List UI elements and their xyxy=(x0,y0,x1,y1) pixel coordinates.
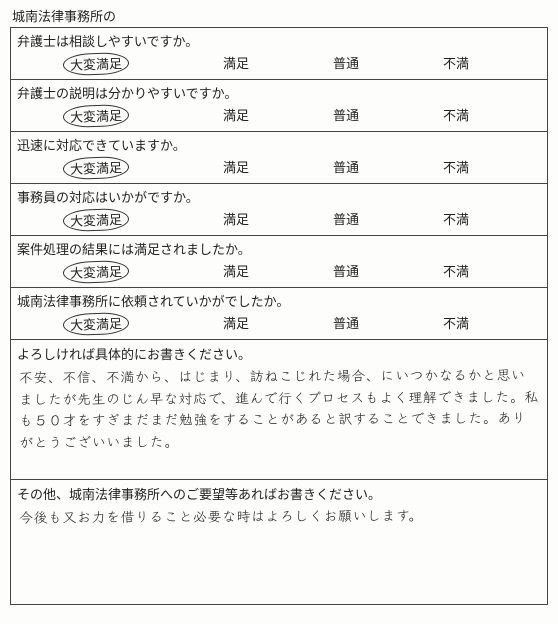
selected-circle: 大変満足 xyxy=(63,156,130,180)
option-cell[interactable]: 大変満足 xyxy=(11,53,181,75)
option-cell[interactable]: 大変満足 xyxy=(11,313,181,335)
freeform-prompt-1: よろしければ具体的にお書きください。 xyxy=(17,344,541,363)
selected-circle: 大変満足 xyxy=(63,52,130,76)
question-text: 案件処理の結果には満足されましたか。 xyxy=(11,236,547,259)
selected-circle: 大変満足 xyxy=(63,260,130,284)
freeform-box-2: その他、城南法律事務所へのご要望等あればお書きください。 今後も又お力を借りるこ… xyxy=(11,480,547,605)
options-row: 大変満足 満足普通不満 xyxy=(11,103,547,131)
options-row: 大変満足 満足普通不満 xyxy=(11,155,547,183)
selected-circle: 大変満足 xyxy=(63,208,130,232)
question-row: 案件処理の結果には満足されましたか。大変満足 満足普通不満 xyxy=(11,236,547,288)
option-cell[interactable]: 満足 xyxy=(181,157,291,179)
option-cell[interactable]: 満足 xyxy=(181,105,291,127)
option-cell[interactable]: 普通 xyxy=(291,53,401,75)
option-cell[interactable]: 普通 xyxy=(291,313,401,335)
option-cell[interactable]: 満足 xyxy=(181,53,291,75)
option-cell[interactable]: 不満 xyxy=(401,313,511,335)
question-row: 事務員の対応はいかがですか。大変満足 満足普通不満 xyxy=(11,184,547,236)
question-row: 城南法律事務所に依頼されていかがでしたか。大変満足 満足普通不満 xyxy=(11,288,547,340)
option-cell[interactable]: 不満 xyxy=(401,105,511,127)
options-row: 大変満足 満足普通不満 xyxy=(11,259,547,287)
option-cell[interactable]: 普通 xyxy=(291,105,401,127)
question-row: 弁護士の説明は分かりやすいですか。大変満足 満足普通不満 xyxy=(11,80,547,132)
option-cell[interactable]: 不満 xyxy=(401,157,511,179)
question-text: 城南法律事務所に依頼されていかがでしたか。 xyxy=(11,288,547,311)
option-cell[interactable]: 普通 xyxy=(291,209,401,231)
question-text: 弁護士は相談しやすいですか。 xyxy=(11,28,547,51)
freeform-response-2: 今後も又お力を借りること必要な時はよろしくお願いします。 xyxy=(17,505,541,529)
option-cell[interactable]: 普通 xyxy=(291,157,401,179)
option-cell[interactable]: 不満 xyxy=(401,261,511,283)
option-cell[interactable]: 大変満足 xyxy=(11,105,181,127)
survey-table: 弁護士は相談しやすいですか。大変満足満足普通不満弁護士の説明は分かりやすいですか… xyxy=(10,27,548,605)
header-text: 城南法律事務所の xyxy=(10,6,548,25)
options-row: 大変満足 満足普通不満 xyxy=(11,311,547,339)
option-cell[interactable]: 普通 xyxy=(291,261,401,283)
option-cell[interactable]: 大変満足 xyxy=(11,261,181,283)
option-cell[interactable]: 大変満足 xyxy=(11,157,181,179)
selected-circle: 大変満足 xyxy=(63,312,130,336)
options-row: 大変満足 満足普通不満 xyxy=(11,51,547,79)
freeform-box-1: よろしければ具体的にお書きください。 不安、不信、不満から、はじまり、訪ねこじれ… xyxy=(11,340,547,480)
question-row: 迅速に対応できていますか。大変満足 満足普通不満 xyxy=(11,132,547,184)
option-cell[interactable]: 不満 xyxy=(401,53,511,75)
question-text: 弁護士の説明は分かりやすいですか。 xyxy=(11,80,547,103)
freeform-response-1: 不安、不信、不満から、はじまり、訪ねこじれた場合、にいつかなるかと思いましたが先… xyxy=(17,365,541,454)
question-row: 弁護士は相談しやすいですか。大変満足 満足普通不満 xyxy=(11,28,547,80)
freeform-prompt-2: その他、城南法律事務所へのご要望等あればお書きください。 xyxy=(17,484,541,503)
options-row: 大変満足 満足普通不満 xyxy=(11,207,547,235)
option-cell[interactable]: 満足 xyxy=(181,209,291,231)
option-cell[interactable]: 満足 xyxy=(181,313,291,335)
option-cell[interactable]: 大変満足 xyxy=(11,209,181,231)
question-text: 迅速に対応できていますか。 xyxy=(11,132,547,155)
question-text: 事務員の対応はいかがですか。 xyxy=(11,184,547,207)
selected-circle: 大変満足 xyxy=(63,104,130,128)
option-cell[interactable]: 満足 xyxy=(181,261,291,283)
option-cell[interactable]: 不満 xyxy=(401,209,511,231)
